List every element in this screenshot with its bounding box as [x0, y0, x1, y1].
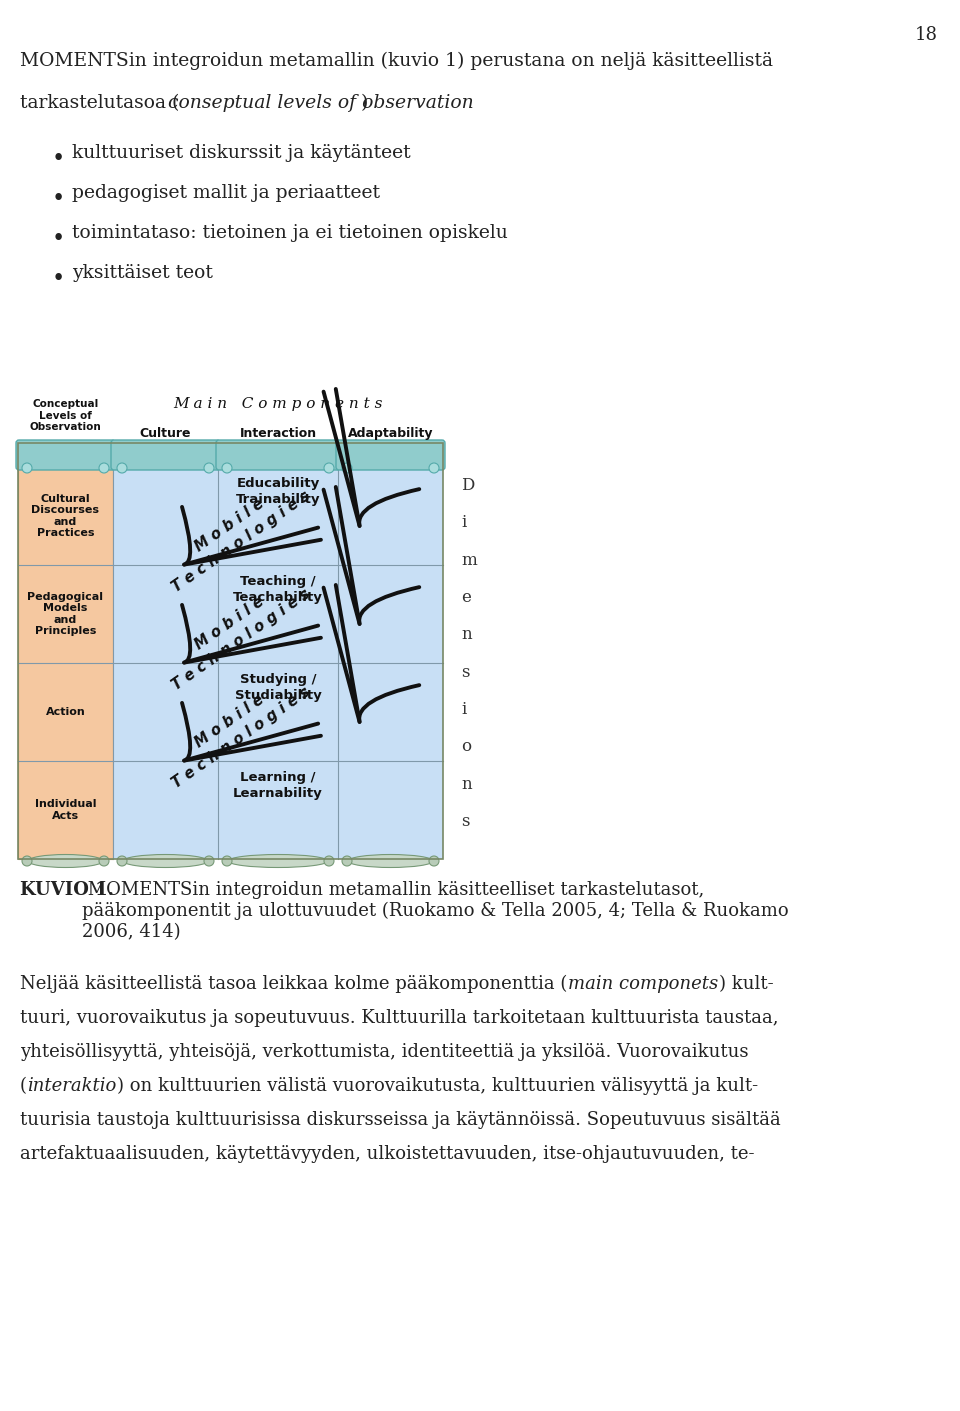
Text: (: (	[20, 1077, 27, 1095]
Text: Studiability: Studiability	[234, 689, 322, 703]
Text: kulttuuriset diskurssit ja käytänteet: kulttuuriset diskurssit ja käytänteet	[72, 144, 411, 162]
Text: Learnability: Learnability	[233, 787, 323, 800]
Text: MOMENTSin integroidun metamallin (kuvio 1) perustana on neljä käsitteellistä: MOMENTSin integroidun metamallin (kuvio …	[20, 52, 773, 71]
Text: tuurisia taustoja kulttuurisissa diskursseissa ja käytännöissä. Sopeutuvuus sisä: tuurisia taustoja kulttuurisissa diskurs…	[20, 1110, 780, 1129]
Ellipse shape	[429, 856, 439, 866]
Text: artefaktuaalisuuden, käytettävyyden, ulkoistettavuuden, itse-ohjautuvuuden, te-: artefaktuaalisuuden, käytettävyyden, ulk…	[20, 1144, 755, 1163]
Ellipse shape	[22, 856, 32, 866]
Text: Adaptability: Adaptability	[348, 428, 433, 440]
Ellipse shape	[99, 463, 109, 473]
Text: Teaching /: Teaching /	[240, 576, 316, 588]
Text: ): )	[361, 95, 369, 111]
FancyBboxPatch shape	[216, 440, 340, 470]
Text: toimintataso: tietoinen ja ei tietoinen opiskelu: toimintataso: tietoinen ja ei tietoinen …	[72, 224, 508, 243]
Text: Cultural
Discourses
and
Practices: Cultural Discourses and Practices	[32, 494, 100, 539]
Text: 18: 18	[915, 25, 938, 44]
Text: •: •	[52, 188, 65, 210]
FancyBboxPatch shape	[111, 440, 220, 470]
Bar	[18, 467, 113, 859]
Ellipse shape	[204, 856, 214, 866]
Text: Conceptual
Levels of
Observation: Conceptual Levels of Observation	[30, 399, 102, 432]
Text: Trainability: Trainability	[236, 492, 321, 507]
Text: M o b i l e
T e c h n o l o g i e s: M o b i l e T e c h n o l o g i e s	[158, 473, 313, 595]
Ellipse shape	[222, 463, 232, 473]
Text: s: s	[461, 813, 469, 830]
Text: M a i n   C o m p o n e n t s: M a i n C o m p o n e n t s	[173, 396, 383, 411]
Ellipse shape	[28, 855, 103, 868]
Ellipse shape	[429, 463, 439, 473]
Ellipse shape	[348, 855, 433, 868]
Text: D: D	[461, 477, 474, 494]
Text: KUVIO 1.: KUVIO 1.	[20, 880, 114, 899]
Ellipse shape	[324, 856, 334, 866]
Ellipse shape	[342, 463, 352, 473]
Text: interaktio: interaktio	[28, 1077, 117, 1095]
Text: yksittäiset teot: yksittäiset teot	[72, 264, 213, 282]
Ellipse shape	[22, 463, 32, 473]
Text: i: i	[461, 701, 467, 718]
Ellipse shape	[117, 463, 127, 473]
Text: •: •	[52, 229, 65, 250]
Text: •: •	[52, 268, 65, 291]
Bar	[18, 443, 443, 859]
FancyBboxPatch shape	[16, 440, 115, 470]
Text: ) kult-: ) kult-	[719, 975, 773, 993]
Ellipse shape	[99, 856, 109, 866]
Text: •: •	[52, 148, 65, 169]
Text: MOMENTSin integroidun metamallin käsitteelliset tarkastelutasot,
pääkomponentit : MOMENTSin integroidun metamallin käsitte…	[82, 880, 788, 941]
Text: Educability: Educability	[236, 477, 320, 490]
Text: Interaction: Interaction	[239, 428, 317, 440]
Text: Teachability: Teachability	[233, 591, 323, 604]
Text: o: o	[461, 738, 471, 755]
Text: Neljää käsitteellistä tasoa leikkaa kolme pääkomponenttia (: Neljää käsitteellistä tasoa leikkaa kolm…	[20, 975, 567, 993]
Text: n: n	[461, 776, 471, 793]
Ellipse shape	[204, 463, 214, 473]
Text: pedagogiset mallit ja periaatteet: pedagogiset mallit ja periaatteet	[72, 183, 380, 202]
Text: Learning /: Learning /	[240, 770, 316, 785]
Text: M o b i l e
T e c h n o l o g i e s: M o b i l e T e c h n o l o g i e s	[158, 570, 313, 693]
Ellipse shape	[228, 855, 328, 868]
Text: Pedagogical
Models
and
Principles: Pedagogical Models and Principles	[28, 591, 104, 636]
Ellipse shape	[123, 855, 208, 868]
Text: s: s	[461, 663, 469, 680]
Text: n: n	[461, 626, 471, 643]
Ellipse shape	[222, 856, 232, 866]
Text: tuuri, vuorovaikutus ja sopeutuvuus. Kulttuurilla tarkoitetaan kulttuurista taus: tuuri, vuorovaikutus ja sopeutuvuus. Kul…	[20, 1009, 779, 1027]
Text: conseptual levels of observation: conseptual levels of observation	[168, 95, 473, 111]
Text: yhteisöllisyyttä, yhteisöjä, verkottumista, identiteettiä ja yksilöä. Vuorovaiku: yhteisöllisyyttä, yhteisöjä, verkottumis…	[20, 1043, 749, 1061]
Ellipse shape	[117, 856, 127, 866]
Text: Individual
Acts: Individual Acts	[35, 799, 96, 821]
Text: M o b i l e
T e c h n o l o g i e s: M o b i l e T e c h n o l o g i e s	[158, 669, 313, 792]
Text: Studying /: Studying /	[240, 673, 316, 686]
Text: Action: Action	[46, 707, 85, 717]
Bar	[113, 467, 443, 859]
Ellipse shape	[324, 463, 334, 473]
Text: e: e	[461, 588, 470, 605]
Ellipse shape	[342, 856, 352, 866]
Text: i: i	[461, 515, 467, 532]
Text: main componets: main componets	[568, 975, 718, 993]
Text: tarkastelutasoa (: tarkastelutasoa (	[20, 95, 180, 111]
Text: ) on kulttuurien välistä vuorovaikutusta, kulttuurien välisyyttä ja kult-: ) on kulttuurien välistä vuorovaikutusta…	[117, 1077, 758, 1095]
Text: m: m	[461, 552, 477, 569]
FancyBboxPatch shape	[336, 440, 445, 470]
Text: Culture: Culture	[140, 428, 191, 440]
